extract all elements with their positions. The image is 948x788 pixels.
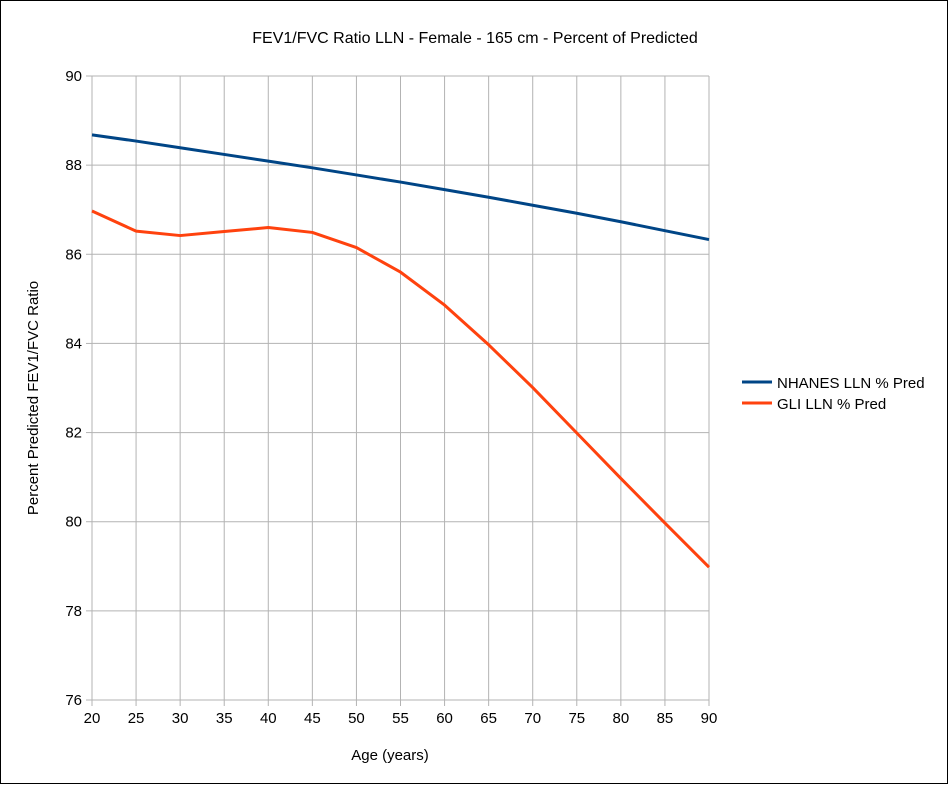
x-tick-label: 25 (128, 710, 145, 727)
y-tick-label: 80 (65, 514, 82, 531)
x-tick-label: 85 (657, 710, 674, 727)
series-1 (91, 133, 710, 242)
x-axis-title: Age (years) (351, 747, 429, 764)
legend-label: NHANES LLN % Pred (777, 375, 925, 392)
chart-title: FEV1/FVC Ratio LLN - Female - 165 cm - P… (252, 30, 698, 47)
y-tick-label: 90 (65, 68, 82, 85)
grid (91, 75, 710, 701)
x-tick-label: 45 (304, 710, 321, 727)
x-tick-label: 60 (436, 710, 453, 727)
legend-label: GLI LLN % Pred (777, 396, 886, 413)
x-tick-label: 65 (480, 710, 497, 727)
y-tick-label: 78 (65, 603, 82, 620)
x-tick-label: 75 (568, 710, 585, 727)
y-axis-title: Percent Predicted FEV1/FVC Ratio (25, 281, 42, 515)
series-lines (91, 133, 711, 569)
y-tick-label: 82 (65, 425, 82, 442)
x-axis-ticks: 20 25 30 35 40 45 50 55 60 65 70 75 80 85 90 (84, 700, 718, 727)
series-line (91, 133, 710, 242)
x-tick-label: 35 (216, 710, 233, 727)
x-tick-label: 30 (172, 710, 189, 727)
x-tick-label: 70 (524, 710, 541, 727)
y-tick-label: 88 (65, 157, 82, 174)
x-tick-label: 55 (392, 710, 409, 727)
x-tick-label: 50 (348, 710, 365, 727)
y-tick-label: 84 (65, 335, 82, 352)
x-tick-label: 80 (613, 710, 630, 727)
x-tick-label: 20 (84, 710, 101, 727)
y-tick-label: 76 (65, 692, 82, 709)
series-line (91, 209, 711, 569)
y-axis-ticks: 76 78 80 82 84 86 88 90 (65, 68, 92, 709)
series-2 (91, 209, 711, 569)
y-tick-label: 86 (65, 246, 82, 263)
x-tick-label: 40 (260, 710, 277, 727)
x-tick-label: 90 (701, 710, 718, 727)
legend: NHANES LLN % Pred GLI LLN % Pred (742, 375, 925, 413)
